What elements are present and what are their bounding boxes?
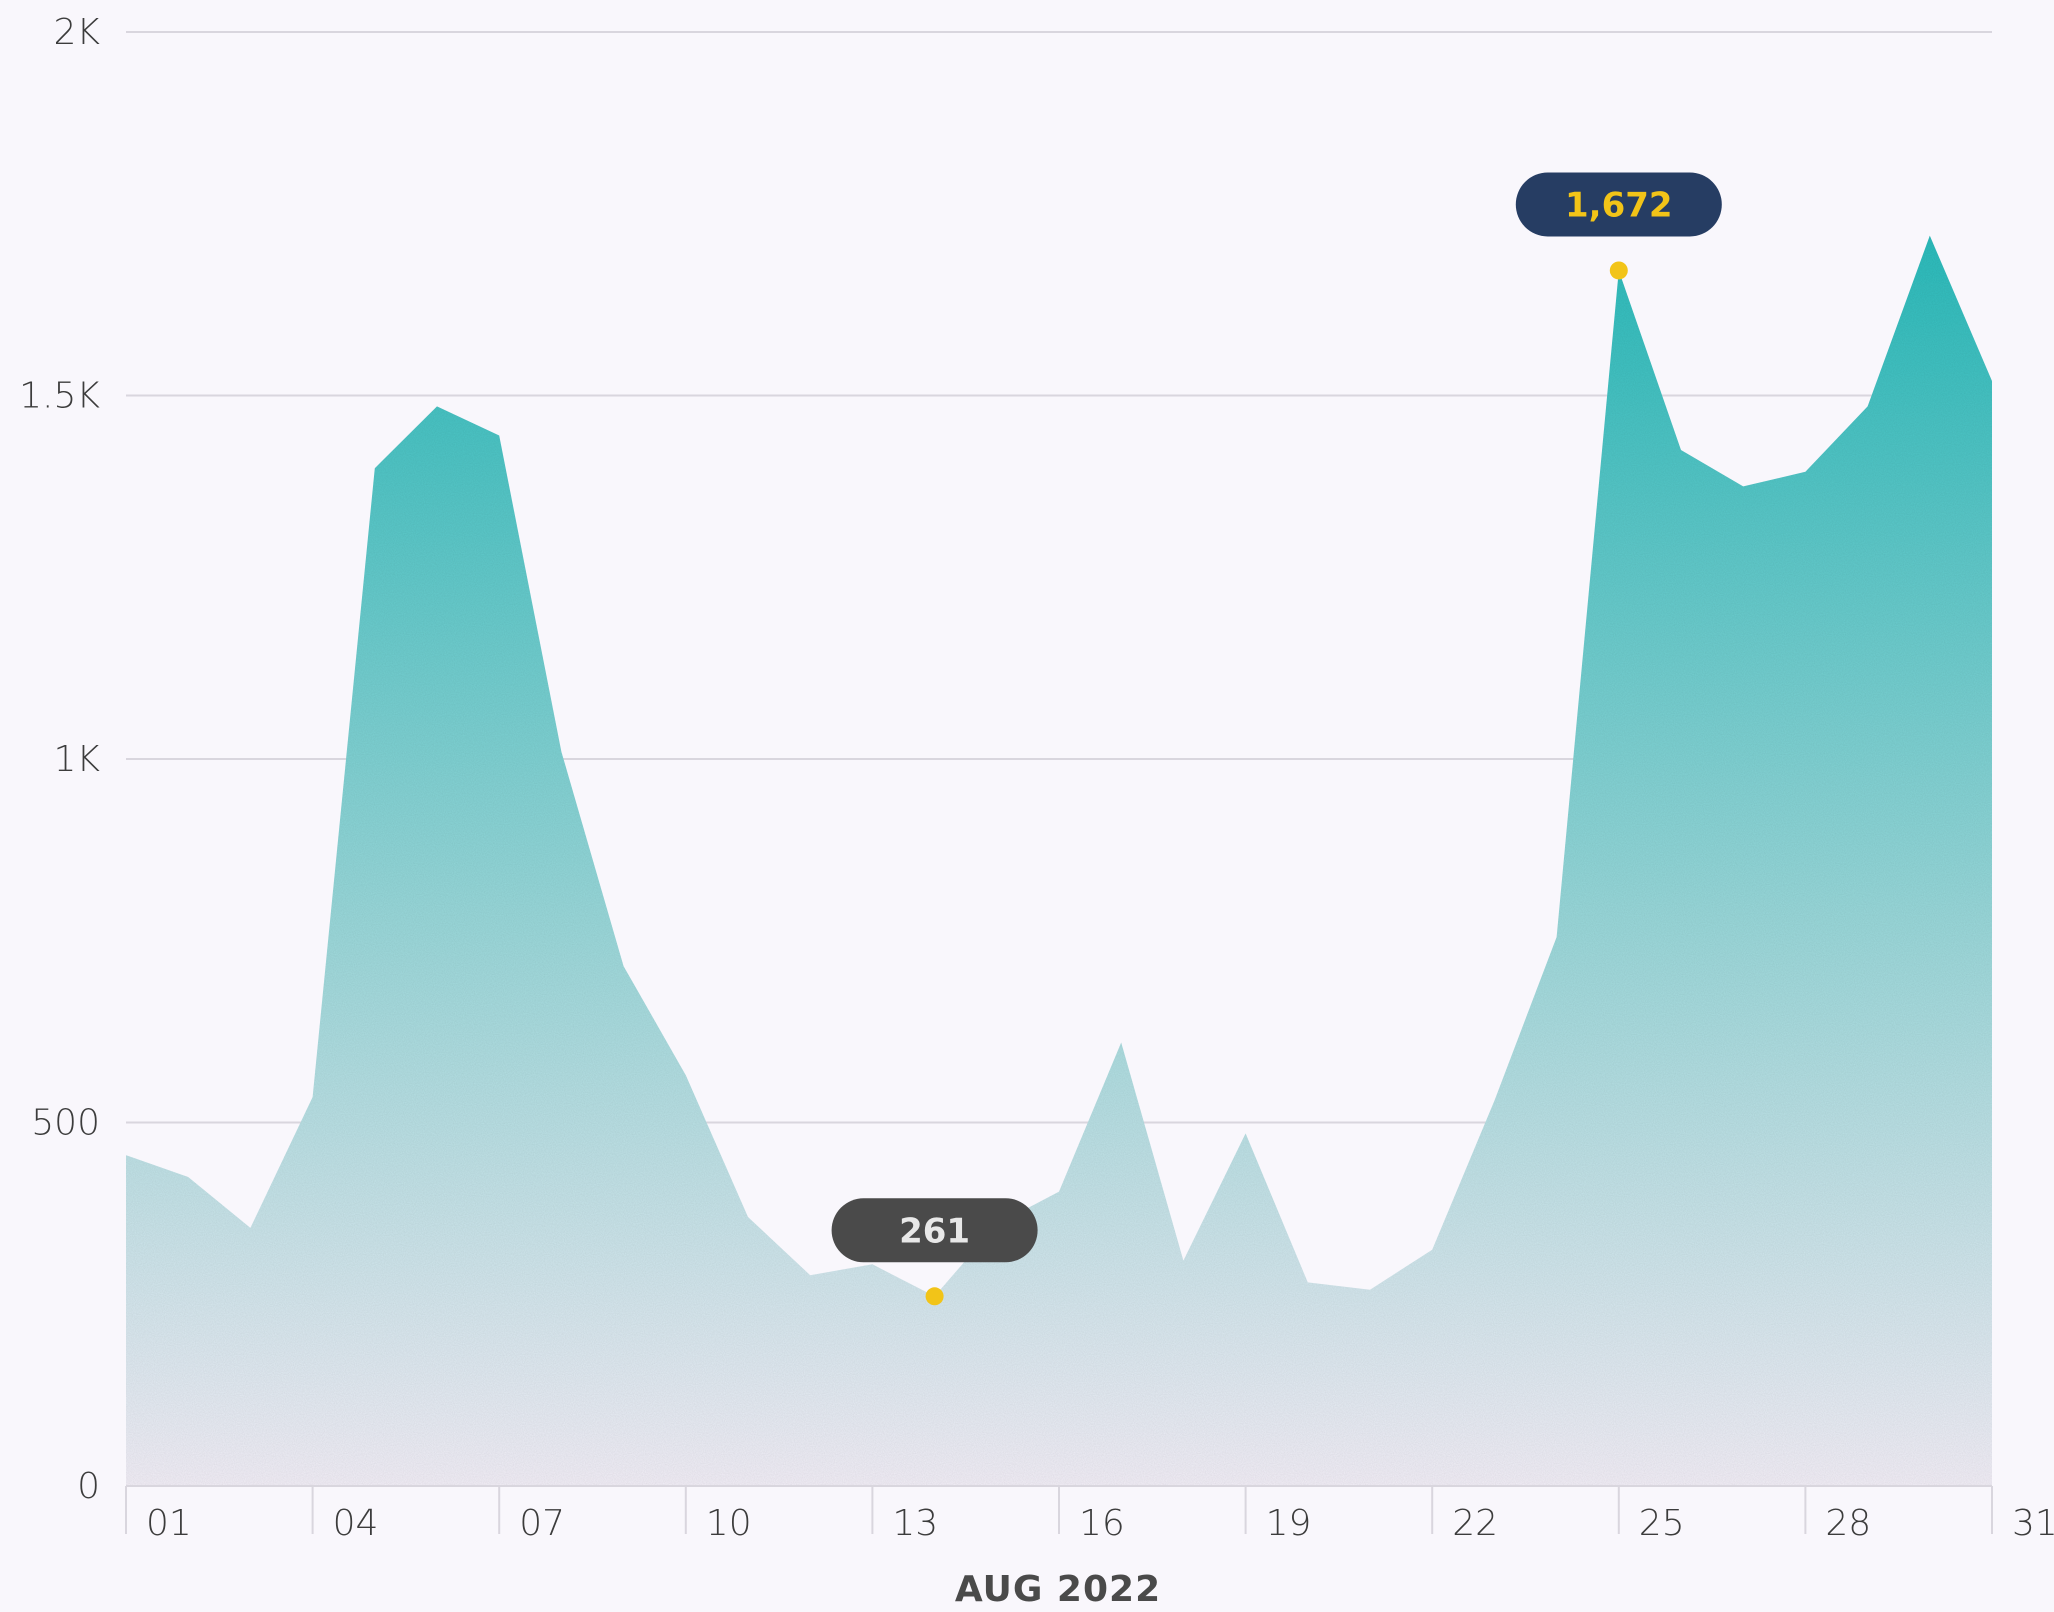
x-axis-title: AUG 2022 — [955, 1569, 1161, 1610]
min-badge: 261 — [831, 1198, 1038, 1306]
x-tick-label: 25 — [1639, 1503, 1685, 1544]
area-series — [126, 235, 1992, 1487]
badge-label: 261 — [899, 1211, 970, 1251]
y-tick-label: 1.5K — [19, 376, 100, 417]
y-tick-label: 1K — [53, 739, 100, 780]
y-axis: 0 500 1K 1.5K 2K — [19, 12, 100, 1507]
data-point-marker — [1609, 261, 1628, 280]
x-tick-label: 16 — [1079, 1503, 1125, 1544]
badge-background — [1515, 172, 1722, 237]
data-point-marker — [925, 1287, 944, 1306]
x-tick-label: 19 — [1266, 1503, 1312, 1544]
x-tick-label: 28 — [1825, 1503, 1871, 1544]
badge-background — [831, 1198, 1038, 1263]
x-tick-label: 13 — [892, 1503, 938, 1544]
badge-label: 1,672 — [1565, 185, 1673, 225]
x-tick-label: 01 — [146, 1503, 192, 1544]
max-badge: 1,672 — [1515, 172, 1722, 280]
x-tick-label: 10 — [706, 1503, 752, 1544]
x-tick-label: 07 — [519, 1503, 565, 1544]
x-tick-label: 22 — [1452, 1503, 1498, 1544]
x-axis: 01 04 07 10 13 16 19 22 25 28 31 — [125, 1485, 2054, 1544]
area-fill — [126, 235, 1992, 1487]
y-tick-label: 2K — [53, 12, 100, 53]
annotations: 1,672 261 — [831, 172, 1722, 1306]
y-tick-label: 0 — [77, 1466, 100, 1507]
y-tick-label: 500 — [31, 1103, 100, 1144]
x-tick-label: 04 — [333, 1503, 379, 1544]
x-tick-label: 31 — [2012, 1503, 2054, 1544]
